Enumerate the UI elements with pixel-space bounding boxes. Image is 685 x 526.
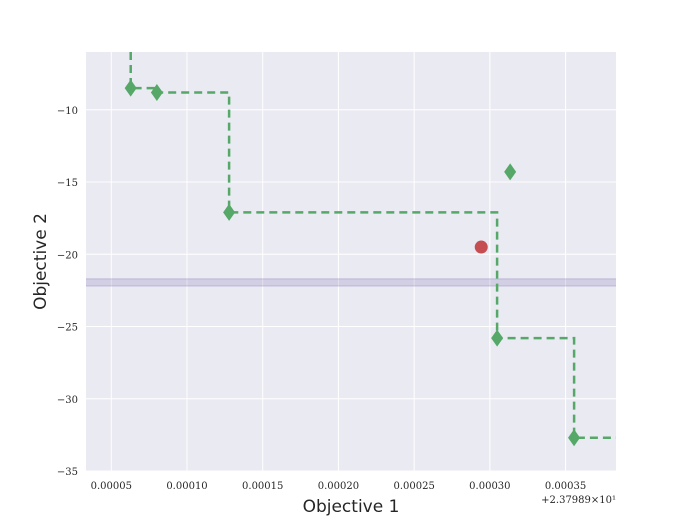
plot-area xyxy=(86,52,616,472)
pareto-front-path xyxy=(129,52,616,440)
x-tick-label: 0.00025 xyxy=(393,481,434,492)
diamond-point xyxy=(223,203,236,221)
y-axis-label: Objective 2 xyxy=(31,213,51,310)
x-axis-label: Objective 1 xyxy=(303,497,400,517)
y-tick-label: −30 xyxy=(57,395,78,406)
reference-band-fill xyxy=(86,278,616,287)
y-tick-label: −20 xyxy=(57,250,78,261)
diamond-point xyxy=(150,83,163,101)
y-tick-labels: −10 −15 −20 −25 −30 −35 xyxy=(57,106,78,478)
data-points xyxy=(124,79,581,447)
y-tick-label: −10 xyxy=(57,106,78,117)
x-offset-label: +2.37989×10¹ xyxy=(541,495,616,506)
reference-band xyxy=(86,278,616,287)
plot-background xyxy=(86,52,616,471)
y-tick-label: −35 xyxy=(57,467,78,478)
x-tick-labels: 0.00005 0.00010 0.00015 0.00020 0.00025 0.000… xyxy=(91,481,587,492)
x-tick-label: 0.00015 xyxy=(242,481,283,492)
diamond-point xyxy=(504,163,517,181)
circle-point xyxy=(474,240,488,254)
y-tick-label: −15 xyxy=(57,178,78,189)
x-tick-label: 0.00010 xyxy=(166,481,207,492)
diamond-point xyxy=(568,429,581,447)
y-gridlines xyxy=(86,109,616,472)
x-tick-label: 0.00035 xyxy=(545,481,586,492)
pareto-front-line xyxy=(129,52,616,440)
x-gridlines xyxy=(110,52,567,471)
diamond-point xyxy=(491,329,504,347)
diamond-point xyxy=(124,79,137,97)
x-tick-label: 0.00005 xyxy=(91,481,132,492)
x-tick-label: 0.00020 xyxy=(318,481,359,492)
y-tick-label: −25 xyxy=(57,323,78,334)
x-tick-label: 0.00030 xyxy=(469,481,510,492)
